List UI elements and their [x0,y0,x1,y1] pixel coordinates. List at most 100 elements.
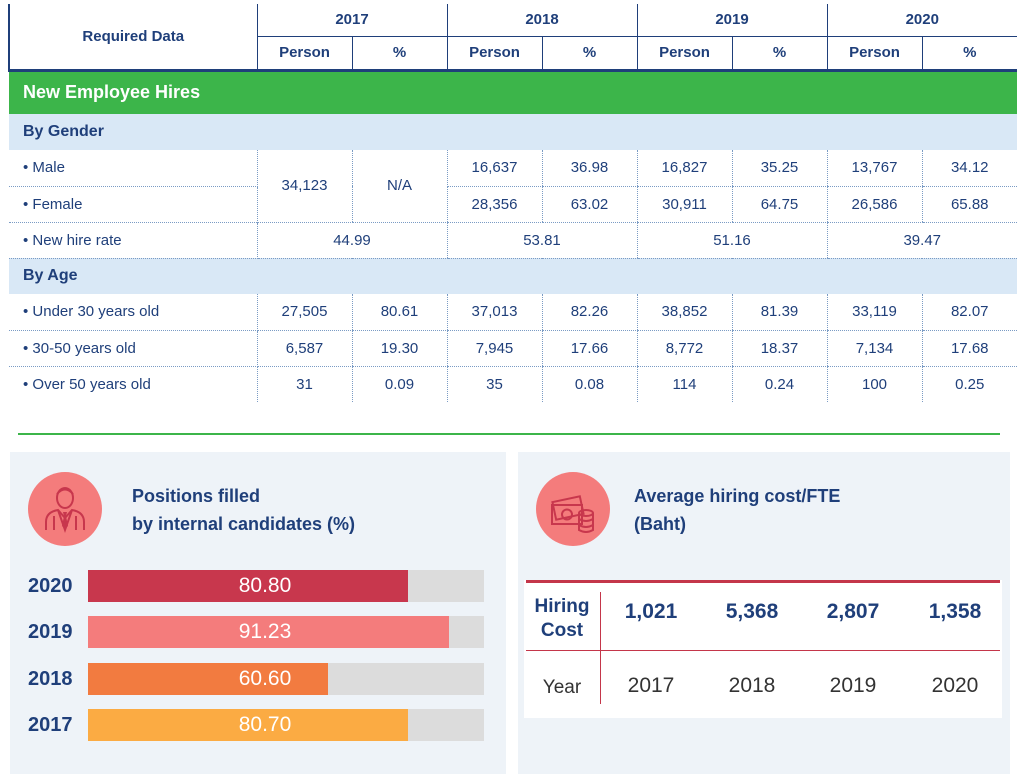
table-cell: 26,586 [826,186,922,223]
table-cell: 16,637 [446,150,542,187]
bar-value-label: 91.23 [238,620,292,643]
table-cell: 37,013 [446,294,542,331]
row-label: • Male [9,150,258,187]
bar-row-2018: 2018 60.60 [28,663,488,695]
table-cell: 0.25 [921,366,1017,402]
bar-track: 80.80 [88,570,484,602]
bar-track: 60.60 [88,663,484,695]
table-cell: 34.12 [921,150,1017,187]
bar-fill [88,616,449,648]
businessman-icon [28,472,102,546]
table-row-new-hire-rate: • New hire rate 44.99 53.81 51.16 39.47 [9,222,1017,259]
table-row-30-50: • 30-50 years old 6,587 19.30 7,945 17.6… [9,330,1017,367]
title-line: Positions filled [132,486,261,506]
section-title: New Employee Hires [9,70,1017,114]
percent-subheader: % [541,36,637,72]
table-cell: 0.08 [541,366,637,402]
table-cell: 31 [256,366,352,402]
table-cell: 17.68 [921,330,1017,367]
table-cell: 82.26 [541,294,637,331]
table-cell: 44.99 [256,222,447,259]
table-cell: 8,772 [636,330,732,367]
internal-candidates-panel: Positions filled by internal candidates … [10,452,506,774]
table-cell: 63.02 [541,186,637,223]
cost-value: 5,368 [725,600,779,623]
new-employee-hires-table: Required Data 2017 2018 2019 2020 Person… [8,4,1017,402]
row-label: • 30-50 years old [9,330,258,367]
bar-fill [88,663,328,695]
row-label: • New hire rate [9,222,258,259]
row-label: • Female [9,186,258,223]
table-row-over-50: • Over 50 years old 31 0.09 35 0.08 114 … [9,366,1017,402]
table-cell: 100 [826,366,922,402]
label-line: Cost [540,620,584,641]
cost-value: 1,358 [928,600,982,623]
cost-table-top-rule [526,580,1000,583]
bar-row-2019: 2019 91.23 [28,616,488,648]
table-cell: 0.24 [731,366,827,402]
percent-subheader: % [731,36,827,72]
table-cell: 36.98 [541,150,637,187]
cost-year: 2018 [728,674,776,697]
table-cell: 51.16 [636,222,827,259]
hiring-cost-panel: Average hiring cost/FTE (Baht) Hiring Co… [518,452,1010,774]
title-line: by internal candidates (%) [132,514,356,534]
bar-track: 80.70 [88,709,484,741]
bar-row-2017: 2017 80.70 [28,709,488,741]
bar-value-label: 80.70 [238,713,292,736]
table-cell: 19.30 [351,330,447,367]
category-by-gender: By Gender [9,114,1017,150]
table-row-under-30: • Under 30 years old 27,505 80.61 37,013… [9,294,1017,331]
table-cell: 7,945 [446,330,542,367]
person-subheader: Person [256,36,352,72]
row-label: • Under 30 years old [9,294,258,331]
table-cell: 27,505 [256,294,352,331]
person-subheader: Person [446,36,542,72]
bar-year-label: 2018 [28,668,73,690]
table-cell: 18.37 [731,330,827,367]
hiring-cost-label: Hiring Cost [526,595,598,643]
table-cell: 39.47 [826,222,1017,259]
required-data-header: Required Data [8,4,257,72]
cost-table-vertical-rule [600,592,601,704]
year-header-2020: 2020 [826,4,1017,37]
year-header-2017: 2017 [256,4,447,37]
person-subheader: Person [826,36,922,72]
table-cell: N/A [351,150,447,223]
hiring-cost-title: Average hiring cost/FTE (Baht) [634,482,840,538]
cost-year: 2019 [829,674,877,697]
table-cell: 28,356 [446,186,542,223]
person-subheader: Person [636,36,732,72]
table-cell: 6,587 [256,330,352,367]
bar-fill [88,570,408,602]
table-cell: 35.25 [731,150,827,187]
cost-year: 2020 [931,674,979,697]
bar-year-label: 2019 [28,621,73,643]
table-row-male: • Male 34,123 N/A 16,637 36.98 16,827 35… [9,150,1017,223]
money-coins-icon [536,472,610,546]
bar-value-label: 60.60 [238,667,292,690]
percent-subheader: % [351,36,447,72]
table-cell: 30,911 [636,186,732,223]
table-cell: 53.81 [446,222,637,259]
year-header-2019: 2019 [636,4,827,37]
cost-year: 2017 [627,674,675,697]
section-divider [18,433,1000,435]
table-cell: 34,123 [256,150,352,223]
table-cell: 65.88 [921,186,1017,223]
table-cell: 35 [446,366,542,402]
table-cell: 81.39 [731,294,827,331]
cost-value: 1,021 [624,600,678,623]
table-cell: 17.66 [541,330,637,367]
table-row-female: • Female 28,356 63.02 30,911 64.75 26,58… [9,186,1017,223]
title-line: (Baht) [634,514,686,534]
hiring-cost-table: Hiring Cost Year 1,021 5,368 2,807 1,358… [524,580,1002,718]
cost-table-horizontal-rule [526,650,1000,651]
bar-track: 91.23 [88,616,484,648]
bar-year-label: 2017 [28,714,73,736]
bar-row-2020: 2020 80.80 [28,570,488,602]
internal-candidates-title: Positions filled by internal candidates … [132,482,355,538]
table-cell: 16,827 [636,150,732,187]
table-cell: 82.07 [921,294,1017,331]
table-cell: 13,767 [826,150,922,187]
